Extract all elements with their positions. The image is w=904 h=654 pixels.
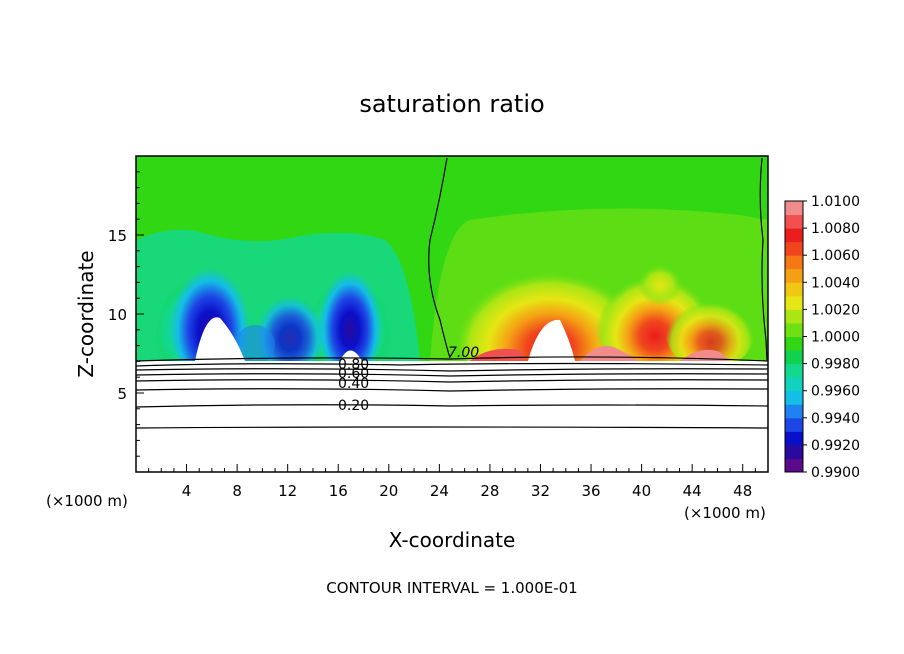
colorbar-swatch: [785, 214, 803, 229]
colorbar-swatch: [785, 241, 803, 256]
colorbar-swatch: [785, 228, 803, 243]
x-tick-label: 24: [430, 482, 449, 500]
colorbar-swatch: [785, 295, 803, 310]
y-tick-label: 15: [108, 227, 127, 245]
x-axis: 4 8 12 16 20 24 28 32 36 40 44 48: [148, 464, 756, 500]
y-axis-label: Z-coordinate: [74, 250, 98, 377]
colorbar-label: 0.9900: [811, 465, 860, 481]
x-tick-label: 36: [581, 482, 600, 500]
colorbar-label: 1.0060: [811, 248, 860, 264]
colorbar-swatch: [785, 431, 803, 446]
x-tick-label: 40: [632, 482, 651, 500]
contour-labels: 7.00 0.80 0.60 0.40 0.20: [338, 345, 479, 414]
line-contours: [135, 157, 769, 429]
x-tick-label: 16: [329, 482, 348, 500]
colorbar-label: 1.0020: [811, 302, 860, 318]
colorbar-label: 0.9960: [811, 384, 860, 400]
x-tick-label: 8: [232, 482, 242, 500]
contour-label-0.40: 0.40: [338, 376, 369, 392]
colorbar-swatch: [785, 201, 803, 216]
x-unit-left: (×1000 m): [46, 492, 128, 510]
x-tick-label: 28: [480, 482, 499, 500]
colorbar-swatch: [785, 404, 803, 419]
y-tick-label: 10: [108, 306, 127, 324]
colorbar: 1.0100 1.0080 1.0060 1.0040 1.0020 1.0000 0.99…: [784, 194, 860, 481]
colorbar-label: 0.9940: [811, 411, 860, 427]
x-tick-label: 44: [683, 482, 702, 500]
x-tick-label: 12: [278, 482, 297, 500]
contour-interval-text: CONTOUR INTERVAL = 1.000E-01: [326, 579, 577, 597]
colorbar-swatch: [785, 363, 803, 378]
colorbar-swatch: [785, 282, 803, 297]
colorbar-swatch: [785, 417, 803, 432]
colorbar-label: 0.9920: [811, 438, 860, 454]
colorbar-swatch: [785, 444, 803, 459]
colorbar-swatch: [785, 268, 803, 283]
contour-label-0.20: 0.20: [338, 398, 369, 414]
y-tick-label: 5: [117, 385, 127, 403]
y-axis: 5 10 15: [108, 171, 144, 457]
x-tick-label: 48: [733, 482, 752, 500]
colorbar-swatch: [785, 390, 803, 405]
x-tick-label: 20: [379, 482, 398, 500]
colorbar-swatch: [785, 377, 803, 392]
colorbar-label: 0.9980: [811, 357, 860, 373]
colorbar-swatch: [785, 255, 803, 270]
chart-title: saturation ratio: [359, 90, 544, 118]
colorbar-label: 1.0000: [811, 330, 860, 346]
colorbar-swatch: [785, 336, 803, 351]
colorbar-label: 1.0100: [811, 194, 860, 210]
x-tick-label: 4: [182, 482, 192, 500]
colorbar-label: 1.0080: [811, 221, 860, 237]
colorbar-swatch: [785, 309, 803, 324]
colorbar-swatch: [785, 458, 803, 473]
x-axis-label: X-coordinate: [389, 528, 516, 552]
contour-label-7: 7.00: [448, 345, 479, 361]
colorbar-swatch: [785, 350, 803, 365]
contour-label-0.80: 0.80: [338, 357, 369, 373]
filled-field: [136, 156, 768, 472]
colorbar-swatch: [785, 322, 803, 337]
x-tick-label: 32: [531, 482, 550, 500]
x-unit-right: (×1000 m): [684, 504, 766, 522]
contour-label-0.60: 0.60: [338, 366, 369, 382]
colorbar-label: 1.0040: [811, 275, 860, 291]
